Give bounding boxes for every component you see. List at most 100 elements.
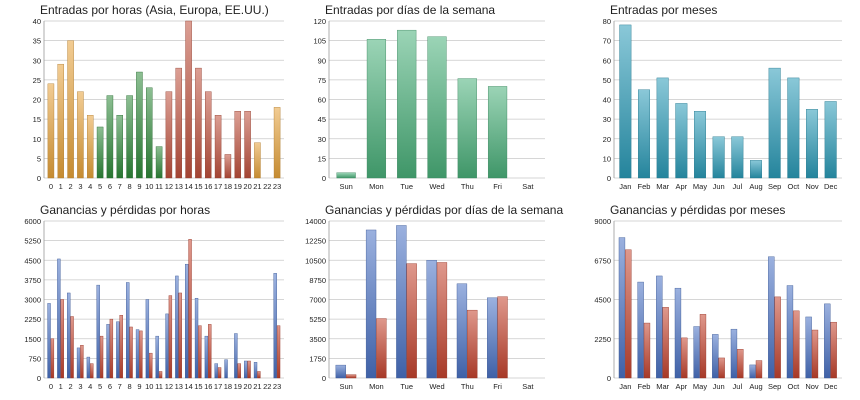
bar-gain-18	[224, 359, 228, 379]
x-tick-label: 12	[165, 382, 173, 391]
x-tick-label: Jul	[733, 382, 743, 391]
y-tick-label: 15	[318, 154, 326, 163]
y-tick-label: 9000	[594, 217, 611, 226]
bar-loss-10	[149, 352, 153, 379]
bar-loss-2	[70, 316, 74, 379]
x-tick-label: 1	[59, 382, 63, 391]
x-tick-label: Thu	[461, 382, 474, 391]
x-tick-label: 14	[184, 182, 192, 191]
x-tick-label: May	[693, 382, 707, 391]
x-tick-label: Oct	[787, 382, 800, 391]
y-tick-label: 2250	[24, 315, 41, 324]
bar-21	[254, 142, 261, 179]
bar-loss-Mon	[376, 318, 387, 379]
x-tick-label: 8	[127, 182, 131, 191]
bar-gain-Thu	[456, 283, 468, 379]
x-tick-label: 19	[234, 382, 242, 391]
bar-loss-8	[129, 326, 133, 379]
bar-gain-Feb	[637, 281, 644, 379]
y-tick-label: 0	[322, 374, 326, 383]
bar-loss-Mar	[662, 307, 669, 379]
bar-loss-Dec	[830, 321, 837, 379]
y-tick-label: 45	[318, 115, 326, 124]
x-tick-label: 15	[194, 382, 202, 391]
y-tick-label: 0	[607, 174, 611, 183]
bar-loss-Oct	[793, 310, 800, 379]
chart-weekday-pnl-plot: 0 1750 3500 5250 7000 8750 10500 12250 14000 Sun M…	[305, 217, 545, 391]
bar-loss-16	[208, 324, 212, 379]
x-tick-label: Sep	[768, 382, 781, 391]
bar-gain-12	[165, 313, 169, 379]
y-tick-label: 8750	[309, 276, 326, 285]
x-tick-label: Nov	[805, 382, 819, 391]
bar-loss-Jun	[718, 357, 725, 379]
bar-16	[205, 91, 212, 179]
y-tick-label: 60	[603, 56, 611, 65]
bar-15	[195, 67, 202, 179]
x-tick-label: Feb	[638, 382, 651, 391]
x-tick-label: Apr	[675, 382, 687, 391]
bar-5	[96, 126, 104, 179]
x-tick-label: 16	[204, 382, 212, 391]
y-tick-label: 3500	[309, 335, 326, 344]
bar-1	[57, 63, 64, 179]
bar-gain-Sep	[768, 256, 775, 379]
y-tick-label: 6000	[24, 217, 41, 226]
x-tick-label: 21	[253, 382, 261, 391]
bar-Nov	[806, 109, 818, 179]
x-tick-label: 22	[263, 182, 271, 191]
bar-gain-2	[67, 292, 71, 379]
x-tick-label: 3	[78, 382, 82, 391]
x-tick-label: 9	[137, 182, 141, 191]
bar-11	[155, 146, 163, 179]
bar-14	[185, 20, 192, 179]
bar-loss-17	[217, 367, 222, 379]
bar-gain-20	[244, 360, 248, 379]
bar-gain-3	[76, 347, 81, 379]
x-tick-label: 20	[243, 382, 251, 391]
bar-gain-14	[185, 263, 189, 379]
x-tick-label: Jan	[619, 382, 631, 391]
bar-loss-0	[50, 338, 55, 379]
y-tick-label: 0	[37, 174, 41, 183]
bar-Fri	[487, 86, 508, 179]
bar-13	[175, 67, 182, 179]
chart-weekday-entries: Entradas por días de la semana 0 15 30 45 60…	[313, 3, 550, 198]
bar-gain-9	[135, 329, 140, 379]
x-tick-label: Jan	[619, 182, 631, 191]
x-tick-label: Jul	[733, 182, 743, 191]
bar-gain-10	[145, 299, 150, 379]
chart-month-entries: Entradas por meses 0 10 20 30 40 50 60 70 80 Jan F…	[603, 3, 850, 198]
x-tick-label: Feb	[638, 182, 651, 191]
x-tick-label: Mon	[369, 382, 384, 391]
bar-20	[244, 111, 251, 179]
x-tick-label: Wed	[429, 182, 444, 191]
x-tick-label: Sun	[339, 182, 352, 191]
bar-loss-Wed	[436, 262, 448, 379]
bar-loss-Tue	[406, 263, 417, 379]
bar-loss-7	[119, 314, 123, 379]
y-tick-label: 6750	[594, 256, 611, 265]
y-tick-label: 3000	[24, 296, 41, 305]
bar-gain-15	[194, 297, 199, 379]
bar-Aug	[750, 160, 762, 179]
x-tick-label: 17	[214, 382, 222, 391]
x-tick-label: 7	[118, 182, 122, 191]
bar-8	[126, 95, 133, 179]
y-tick-label: 80	[603, 17, 611, 26]
y-tick-label: 50	[603, 76, 611, 85]
bar-loss-Sun	[345, 374, 357, 379]
chart-hour-entries: Entradas por horas (Asia, Europa, EE.UU.…	[33, 3, 290, 198]
y-tick-label: 40	[603, 96, 611, 105]
bar-loss-May	[699, 314, 707, 379]
x-tick-label: 3	[78, 182, 82, 191]
chart-month-pnl-plot: 0 2250 4500 6750 9000 Jan Feb Mar Apr May Jun Jul Au…	[594, 217, 842, 391]
x-tick-label: Dec	[824, 382, 838, 391]
x-tick-label: 2	[68, 182, 72, 191]
x-tick-label: 12	[165, 182, 173, 191]
bar-10	[146, 87, 153, 179]
x-tick-label: 2	[68, 382, 72, 391]
bar-Oct	[787, 77, 800, 179]
x-tick-label: Fri	[493, 182, 502, 191]
